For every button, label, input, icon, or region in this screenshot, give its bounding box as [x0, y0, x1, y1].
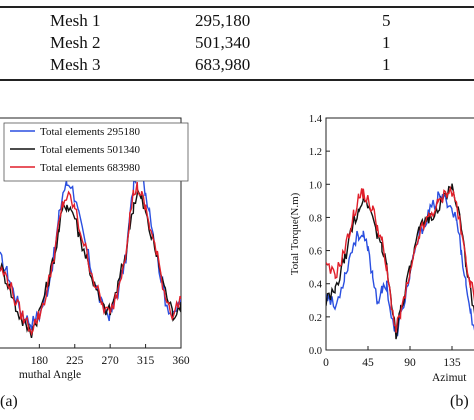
mesh-value: 1 — [382, 55, 391, 74]
x-tick-label: 270 — [102, 355, 120, 367]
y-tick-label: 1.2 — [309, 147, 322, 158]
panel-label-b: (b) — [450, 393, 469, 410]
mesh-name: Mesh 3 — [50, 55, 101, 74]
legend-label: Total elements 501340 — [40, 144, 141, 156]
x-axis-label: Azimut — [432, 372, 467, 384]
chart-b-torque-vs-azimuth: 0.0 0.2 0.4 0.6 0.8 1.0 1.2 1.4 0 45 90 135 Azimut To… — [289, 114, 474, 384]
table-row: Mesh 1 295,180 5 — [0, 11, 474, 33]
x-tick-label: 90 — [404, 357, 416, 369]
series-line — [0, 187, 181, 339]
y-tick-label: 1.0 — [309, 180, 322, 191]
x-tick-label: 45 — [362, 357, 374, 369]
y-tick-label: 0.0 — [309, 346, 322, 357]
y-tick-label: 0.4 — [309, 280, 323, 291]
y-axis-label: Total Torque(N.m) — [289, 192, 301, 275]
chart-a-torque-vs-azimuth: 180 225 270 315 360 muthal Angle Total elemen… — [0, 117, 190, 381]
x-axis-label: muthal Angle — [19, 369, 81, 381]
plot-frame — [0, 117, 182, 349]
legend-label: Total elements 683980 — [40, 162, 141, 174]
series-line — [326, 191, 474, 337]
x-tick-label: 135 — [443, 357, 461, 369]
mesh-value: 1 — [382, 33, 391, 52]
table-row: Mesh 3 683,980 1 — [0, 55, 474, 77]
mesh-name: Mesh 1 — [50, 11, 101, 30]
y-tick-label: 0.8 — [309, 213, 322, 224]
table-row: Mesh 2 501,340 1 — [0, 33, 474, 55]
series-line — [326, 185, 474, 333]
legend-label: Total elements 295180 — [40, 126, 141, 138]
legend-box — [3, 122, 189, 182]
y-tick-label: 0.2 — [309, 313, 322, 324]
plot-frame — [325, 117, 474, 351]
mesh-value: 5 — [382, 11, 391, 30]
x-tick-label: 225 — [66, 355, 84, 367]
mesh-elements: 295,180 — [195, 11, 251, 30]
mesh-name: Mesh 2 — [50, 33, 101, 52]
mesh-elements: 683,980 — [195, 55, 251, 74]
y-tick-label: 0.6 — [309, 247, 322, 258]
panel-label-a: (a) — [0, 393, 18, 410]
x-tick-label: 360 — [172, 355, 190, 367]
x-tick-label: 180 — [31, 355, 49, 367]
series-line — [0, 181, 181, 337]
series-line — [0, 162, 181, 331]
table-bottom-rule — [0, 79, 474, 81]
table-top-rule — [0, 6, 474, 8]
x-tick-label: 315 — [137, 355, 155, 367]
y-tick-label: 1.4 — [309, 114, 323, 125]
mesh-elements: 501,340 — [195, 33, 251, 52]
x-tick-label: 0 — [323, 357, 329, 369]
mesh-table: Mesh 1 295,180 5 Mesh 2 501,340 1 Mesh 3… — [0, 0, 474, 84]
